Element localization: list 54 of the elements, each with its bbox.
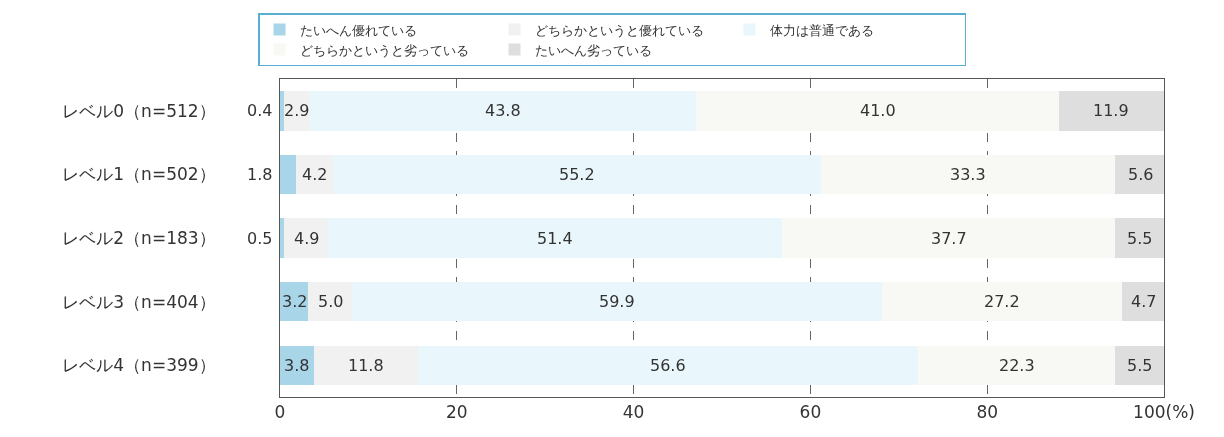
data-label: 22.3 (999, 356, 1035, 375)
bar (1115, 218, 1164, 258)
data-label: 37.7 (931, 229, 967, 248)
data-label: 59.9 (599, 292, 635, 311)
bar (782, 218, 1116, 258)
legend-label: たいへん優れている (299, 22, 417, 38)
bar (696, 91, 1059, 131)
y-tick-label: レベル3（n=404） (62, 291, 216, 312)
legend-label: 体力は普通である (769, 22, 874, 38)
data-label: 0.4 (247, 101, 273, 120)
data-label: 3.2 (282, 292, 308, 311)
y-tick-label: レベル2（n=183） (62, 228, 216, 249)
data-label: 4.2 (302, 165, 328, 184)
data-label: 4.7 (1131, 292, 1157, 311)
x-tick-label: 40 (622, 402, 645, 423)
x-tick-label: 0 (274, 402, 286, 423)
data-label: 5.5 (1127, 356, 1153, 375)
data-label: 0.5 (247, 229, 273, 248)
data-label: 56.6 (650, 356, 686, 375)
bar (1122, 281, 1164, 322)
legend-label: どちらかというと優れている (534, 22, 704, 38)
y-tick-label: レベル1（n=502） (62, 164, 216, 185)
data-label: 11.8 (348, 356, 384, 375)
bar (821, 154, 1116, 195)
legend-label: どちらかというと劣っている (299, 42, 469, 58)
data-label: 11.9 (1093, 101, 1129, 120)
data-label: 5.5 (1127, 229, 1153, 248)
bar (1115, 345, 1164, 385)
bar (280, 91, 284, 131)
data-label: 33.3 (950, 165, 986, 184)
y-tick-label: レベル4（n=399） (62, 355, 216, 376)
data-label: 55.2 (559, 165, 595, 184)
bar (1058, 91, 1164, 131)
bar (882, 281, 1123, 322)
bar (918, 345, 1116, 385)
data-label: 2.9 (284, 101, 310, 120)
data-label: 51.4 (537, 229, 573, 248)
bar (280, 218, 285, 258)
x-tick-label: 80 (976, 402, 999, 423)
bar (280, 154, 296, 195)
data-label: 5.6 (1128, 165, 1154, 184)
data-label: 41.0 (860, 101, 896, 120)
bar (1115, 154, 1164, 195)
data-label: 5.0 (318, 292, 344, 311)
legend-label: たいへん劣っている (534, 42, 652, 58)
data-label: 3.8 (284, 356, 310, 375)
y-tick-label: レベル0（n=512） (62, 100, 216, 121)
data-label: 4.9 (294, 229, 320, 248)
x-tick-label: 100(%) (1133, 402, 1195, 423)
data-label: 27.2 (984, 292, 1020, 311)
x-tick-label: 20 (445, 402, 468, 423)
x-tick-label: 60 (799, 402, 822, 423)
data-label: 43.8 (485, 101, 521, 120)
data-label: 1.8 (247, 165, 273, 184)
